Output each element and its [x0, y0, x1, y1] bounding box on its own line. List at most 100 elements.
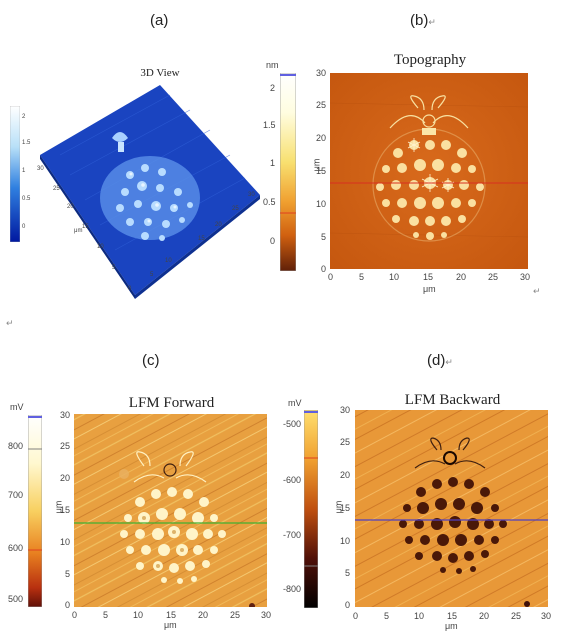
panel-b-x-tick: 20	[456, 272, 467, 282]
panel-d-y-tick: 0	[345, 600, 351, 610]
panel-a-colorbar-tick: 1.5	[22, 140, 31, 146]
panel-a-colorbar-tick: 0	[22, 224, 26, 230]
panel-a-axis-tick: 20	[67, 204, 74, 210]
panel-a-axis-tick: 30	[37, 166, 44, 172]
panel-d-colorbar-tick: -600	[283, 475, 302, 485]
panel-d-x-tick: 10	[414, 611, 425, 621]
panel-b-x-tick: 25	[488, 272, 499, 282]
panel-label-d-text: (d)	[427, 352, 446, 369]
panel-a-axis-tick: 20	[215, 222, 222, 228]
panel-c-colorbar-tick: 700	[8, 490, 24, 500]
return-mark-icon: ↵	[533, 286, 541, 296]
panel-d-colorbar-tick: -700	[283, 530, 302, 540]
panel-c-image	[74, 414, 267, 607]
panel-b-image	[330, 73, 528, 269]
panel-a-colorbar	[9, 105, 21, 243]
panel-d-y-tick: 10	[340, 536, 351, 546]
panel-a-colorbar-tick: 2	[22, 114, 26, 120]
panel-d-y-tick: 5	[345, 568, 351, 578]
panel-d-y-tick: 30	[340, 405, 351, 415]
panel-d-x-tick: 30	[541, 611, 552, 621]
panel-d-x-tick: 20	[479, 611, 490, 621]
panel-d-colorbar	[303, 409, 319, 609]
panel-d-title: LFM Backward	[404, 392, 501, 408]
panel-b-y-tick: 15	[316, 166, 327, 176]
panel-a-axis-tick: 5	[112, 265, 116, 271]
return-mark-icon: ↵	[428, 17, 436, 27]
panel-c-title: LFM Forward	[128, 395, 215, 411]
panel-c-y-tick: 15	[60, 505, 71, 515]
panel-c-x-tick: 30	[261, 610, 272, 620]
panel-a-axis-tick: 25	[232, 206, 239, 212]
panel-b-y-tick: 0	[321, 264, 327, 274]
return-mark-icon: ↵	[445, 357, 453, 367]
panel-b-colorbar-tick: 1.5	[263, 120, 276, 130]
panel-b-x-tick: 10	[389, 272, 400, 282]
panel-label-b-text: (b)	[410, 12, 429, 29]
panel-d-y-tick: 15	[340, 503, 351, 513]
panel-a-axis-tick: 25	[53, 186, 60, 192]
panel-label-c: (c)	[142, 352, 160, 369]
panel-a-3d-surface	[30, 80, 270, 300]
panel-b-y-tick: 5	[321, 232, 327, 242]
panel-a-axis-tick: 0	[128, 286, 132, 292]
panel-a-colorbar-tick: 0.5	[22, 196, 31, 202]
panel-b-x-tick: 5	[359, 272, 365, 282]
panel-c-colorbar	[27, 414, 43, 608]
panel-label-d: (d)↵	[427, 352, 453, 369]
panel-c-y-tick: 20	[60, 473, 71, 483]
panel-b-y-tick: 25	[316, 100, 327, 110]
panel-c-colorbar-unit: mV	[10, 402, 24, 412]
panel-b-colorbar-tick: 1	[270, 158, 276, 168]
panel-b-y-tick: 20	[316, 133, 327, 143]
panel-d-y-tick: 20	[340, 470, 351, 480]
panel-b-x-label: μm	[423, 284, 436, 294]
panel-c-x-tick: 20	[198, 610, 209, 620]
panel-a-axis-tick: 5	[150, 272, 154, 278]
panel-c-colorbar-tick: 500	[8, 594, 24, 604]
panel-c-colorbar-tick: 800	[8, 441, 24, 451]
panel-d-y-tick: 25	[340, 437, 351, 447]
panel-a-title: 3D View	[140, 67, 180, 79]
panel-label-b: (b)↵	[410, 12, 436, 29]
panel-b-colorbar-tick: 2	[270, 83, 276, 93]
panel-d-x-tick: 5	[384, 611, 390, 621]
panel-c-x-tick: 15	[166, 610, 177, 620]
panel-b-colorbar-unit: nm	[266, 60, 279, 70]
panel-c-y-tick: 25	[60, 441, 71, 451]
return-mark-icon: ↵	[6, 318, 14, 328]
panel-a-axis-tick: 10	[165, 258, 172, 264]
panel-c-x-label: μm	[164, 620, 177, 630]
panel-d-image	[355, 410, 548, 607]
panel-b-colorbar-tick: 0.5	[263, 197, 276, 207]
panel-b-colorbar-tick: 0	[270, 236, 276, 246]
panel-c-x-tick: 10	[133, 610, 144, 620]
panel-b-colorbar	[279, 72, 297, 272]
panel-d-colorbar-tick: -500	[283, 419, 302, 429]
panel-c-y-label: μm	[53, 500, 64, 514]
panel-d-x-label: μm	[445, 621, 458, 631]
panel-a-axis-tick: 30	[248, 192, 255, 198]
panel-d-x-tick: 15	[447, 611, 458, 621]
panel-d-y-label: μm	[333, 500, 344, 514]
panel-a-axis-tick: 10	[97, 244, 104, 250]
panel-b-x-tick: 30	[520, 272, 531, 282]
panel-c-colorbar-tick: 600	[8, 543, 24, 553]
panel-b-title: Topography	[393, 52, 467, 68]
panel-c-x-tick: 5	[103, 610, 109, 620]
ornament-stars	[376, 140, 484, 240]
panel-label-a: (a)	[150, 12, 169, 29]
panel-b-y-label: μm	[311, 158, 322, 172]
panel-c-y-tick: 0	[65, 600, 71, 610]
panel-c-x-tick: 25	[230, 610, 241, 620]
panel-d-x-tick: 25	[511, 611, 522, 621]
panel-b-y-tick: 10	[316, 199, 327, 209]
panel-c-y-tick: 10	[60, 537, 71, 547]
panel-c-y-tick: 5	[65, 569, 71, 579]
panel-b-x-tick: 0	[328, 272, 334, 282]
panel-a-axis-tick: 15	[198, 236, 205, 242]
panel-a-colorbar-tick: 1	[22, 168, 26, 174]
panel-b-x-tick: 15	[423, 272, 434, 282]
panel-d-x-tick: 0	[353, 611, 359, 621]
panel-a-axis-tick: 15	[82, 224, 89, 230]
